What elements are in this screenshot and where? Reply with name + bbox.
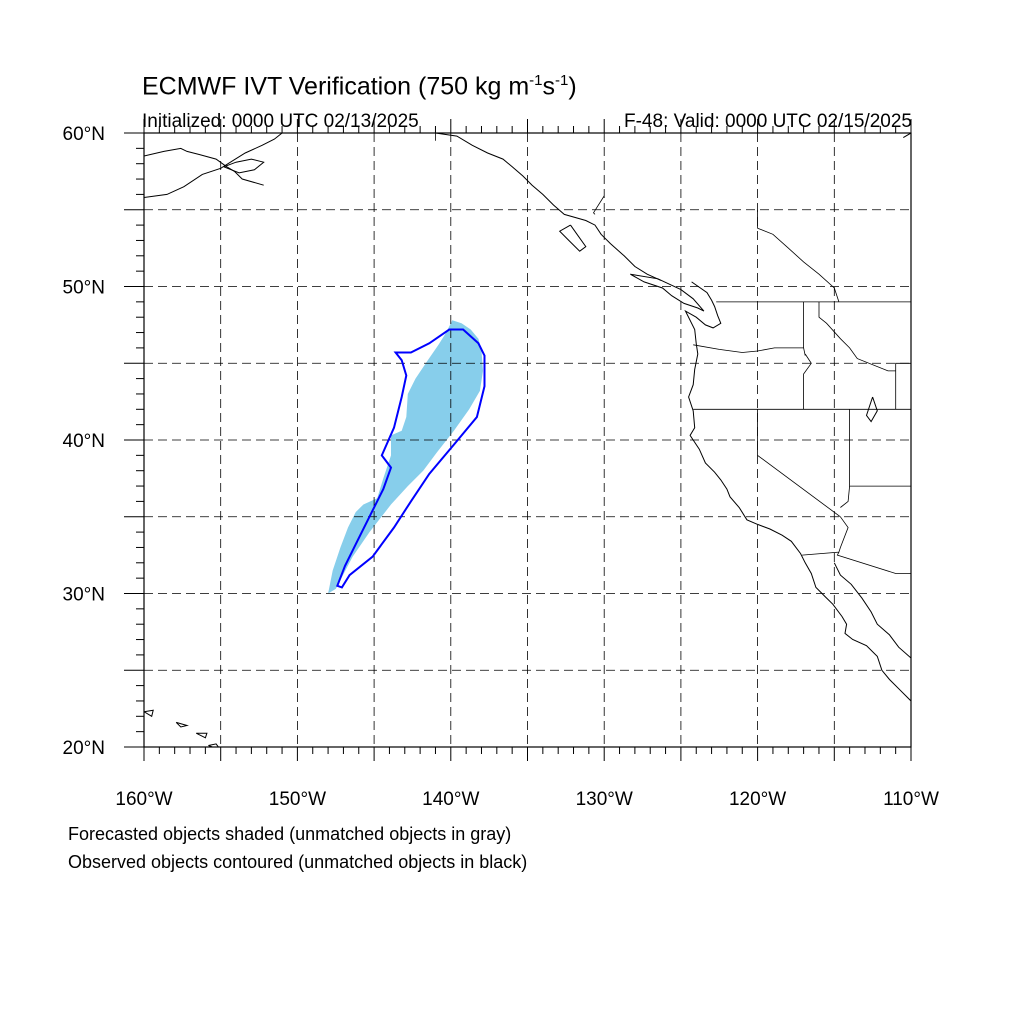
- latitude-label: 60°N: [63, 124, 105, 145]
- coastline: [903, 133, 911, 139]
- coastline: [435, 133, 662, 281]
- title-exp-1: -1: [529, 72, 543, 89]
- chart-title: ECMWF IVT Verification (750 kg m-1s-1): [142, 72, 577, 101]
- coastline: [558, 224, 587, 252]
- footnote-observed: Observed objects contoured (unmatched ob…: [68, 852, 528, 872]
- latitude-label: 20°N: [63, 738, 105, 759]
- coastline: [144, 133, 283, 198]
- observed-object-contour: [335, 328, 486, 589]
- political-border: [803, 353, 812, 410]
- footnote-forecast: Forecasted objects shaded (unmatched obj…: [68, 824, 512, 844]
- political-border: [757, 209, 840, 303]
- political-border: [818, 301, 896, 372]
- map-frame: [143, 132, 912, 748]
- valid-label: F-48: Valid: 0000 UTC 02/15/2025: [624, 111, 912, 132]
- forecast-object-shading: [328, 320, 483, 594]
- political-border: [693, 344, 806, 356]
- political-border: [592, 195, 605, 215]
- coastline: [144, 709, 154, 718]
- longitude-label: 110°W: [883, 789, 939, 810]
- political-border: [840, 486, 850, 508]
- political-border: [849, 409, 911, 487]
- latitude-label: 30°N: [63, 585, 105, 606]
- latitude-label: 40°N: [63, 431, 105, 452]
- title-suffix: ): [568, 72, 577, 101]
- political-border: [802, 516, 849, 556]
- coastline: [208, 743, 220, 747]
- longitude-label: 120°W: [729, 789, 786, 810]
- coastline: [630, 273, 705, 312]
- longitude-label: 140°W: [422, 789, 479, 810]
- coastline: [223, 158, 265, 174]
- title-mid: s: [542, 72, 556, 101]
- title-prefix: ECMWF IVT Verification (750 kg m: [142, 72, 530, 101]
- latitude-label: 50°N: [63, 278, 105, 299]
- initialized-label: Initialized: 0000 UTC 02/13/2025: [142, 111, 419, 132]
- longitude-label: 150°W: [269, 789, 326, 810]
- coastline: [175, 721, 189, 728]
- political-border: [836, 551, 911, 574]
- longitude-label: 130°W: [576, 789, 633, 810]
- coastline: [684, 281, 911, 702]
- coastline: [833, 562, 911, 659]
- coastline: [144, 147, 264, 186]
- political-border: [757, 409, 841, 518]
- political-border: [895, 362, 911, 410]
- coastline: [195, 732, 208, 739]
- title-exp-2: -1: [555, 72, 569, 89]
- longitude-label: 160°W: [115, 789, 172, 810]
